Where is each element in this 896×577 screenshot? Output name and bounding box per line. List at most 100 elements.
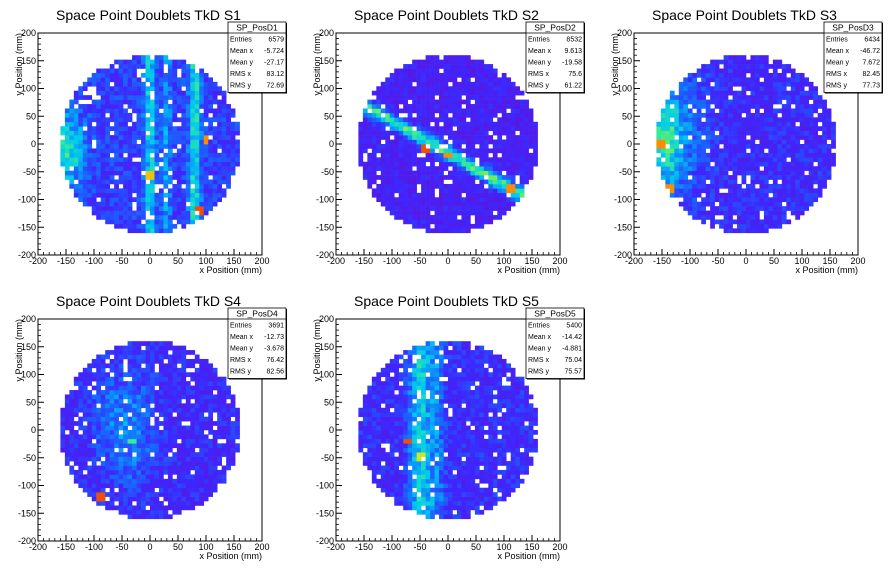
- bin: [195, 180, 200, 185]
- bin: [168, 122, 173, 127]
- bin: [408, 180, 413, 185]
- bin: [809, 104, 814, 109]
- bin: [101, 434, 106, 439]
- bin: [105, 399, 110, 404]
- bin: [710, 184, 715, 189]
- bin: [92, 206, 97, 211]
- bin: [222, 95, 227, 100]
- bin: [132, 180, 137, 185]
- bin: [141, 86, 146, 91]
- bin: [96, 113, 101, 118]
- bin: [78, 408, 83, 413]
- bin: [154, 403, 159, 408]
- bin: [688, 82, 693, 87]
- bin: [435, 64, 440, 69]
- bin: [181, 64, 186, 69]
- bin: [204, 492, 209, 497]
- bin: [119, 439, 124, 444]
- bin: [497, 126, 502, 131]
- bin: [683, 95, 688, 100]
- bin: [101, 140, 106, 145]
- bin: [119, 372, 124, 377]
- bin: [65, 144, 70, 149]
- bin: [755, 113, 760, 118]
- bin: [204, 386, 209, 391]
- bin: [128, 403, 133, 408]
- bin: [105, 215, 110, 220]
- bin: [83, 140, 88, 145]
- bin: [479, 193, 484, 198]
- bin: [791, 184, 796, 189]
- bin: [773, 206, 778, 211]
- bin: [746, 113, 751, 118]
- bin: [168, 394, 173, 399]
- bin: [444, 162, 449, 167]
- bin: [728, 144, 733, 149]
- bin: [96, 377, 101, 382]
- bin: [461, 188, 466, 193]
- bin: [737, 108, 742, 113]
- bin: [782, 82, 787, 87]
- bin: [394, 113, 399, 118]
- bin: [715, 73, 720, 78]
- bin: [457, 122, 462, 127]
- bin: [448, 86, 453, 91]
- bin: [706, 113, 711, 118]
- bin: [128, 135, 133, 140]
- bin: [381, 126, 386, 131]
- bin: [444, 148, 449, 153]
- bin: [710, 144, 715, 149]
- bin: [728, 215, 733, 220]
- bin: [96, 430, 101, 435]
- bin: [181, 113, 186, 118]
- bin: [733, 104, 738, 109]
- bin: [105, 157, 110, 162]
- bin: [137, 64, 142, 69]
- bin: [809, 95, 814, 100]
- bin: [795, 211, 800, 216]
- bin: [376, 148, 381, 153]
- bin: [132, 359, 137, 364]
- bin: [827, 166, 832, 171]
- bin: [114, 443, 119, 448]
- bin: [791, 188, 796, 193]
- bin: [92, 443, 97, 448]
- bin: [168, 474, 173, 479]
- bin: [146, 202, 151, 207]
- bin: [199, 474, 204, 479]
- bin: [150, 350, 155, 355]
- bin: [172, 377, 177, 382]
- bin: [137, 483, 142, 488]
- bin: [742, 144, 747, 149]
- bin: [65, 113, 70, 118]
- bin: [493, 113, 498, 118]
- bin: [92, 77, 97, 82]
- bin: [96, 131, 101, 136]
- bin: [231, 153, 236, 158]
- bin: [123, 211, 128, 216]
- bin: [132, 228, 137, 233]
- bin: [755, 211, 760, 216]
- bin: [132, 421, 137, 426]
- bin: [105, 430, 110, 435]
- chart-title: Space Point Doublets TkD S3: [652, 7, 837, 23]
- bin: [408, 95, 413, 100]
- bin: [92, 148, 97, 153]
- bin: [78, 417, 83, 422]
- bin: [484, 131, 489, 136]
- bin: [114, 108, 119, 113]
- bin: [381, 197, 386, 202]
- bin: [172, 60, 177, 65]
- bin: [159, 140, 164, 145]
- bin: [110, 439, 115, 444]
- bin: [168, 399, 173, 404]
- bin: [520, 91, 525, 96]
- bin: [515, 117, 520, 122]
- bin: [119, 505, 124, 510]
- bin: [506, 91, 511, 96]
- bin: [813, 126, 818, 131]
- bin: [163, 421, 168, 426]
- bin: [213, 148, 218, 153]
- bin: [163, 510, 168, 515]
- bin: [146, 224, 151, 229]
